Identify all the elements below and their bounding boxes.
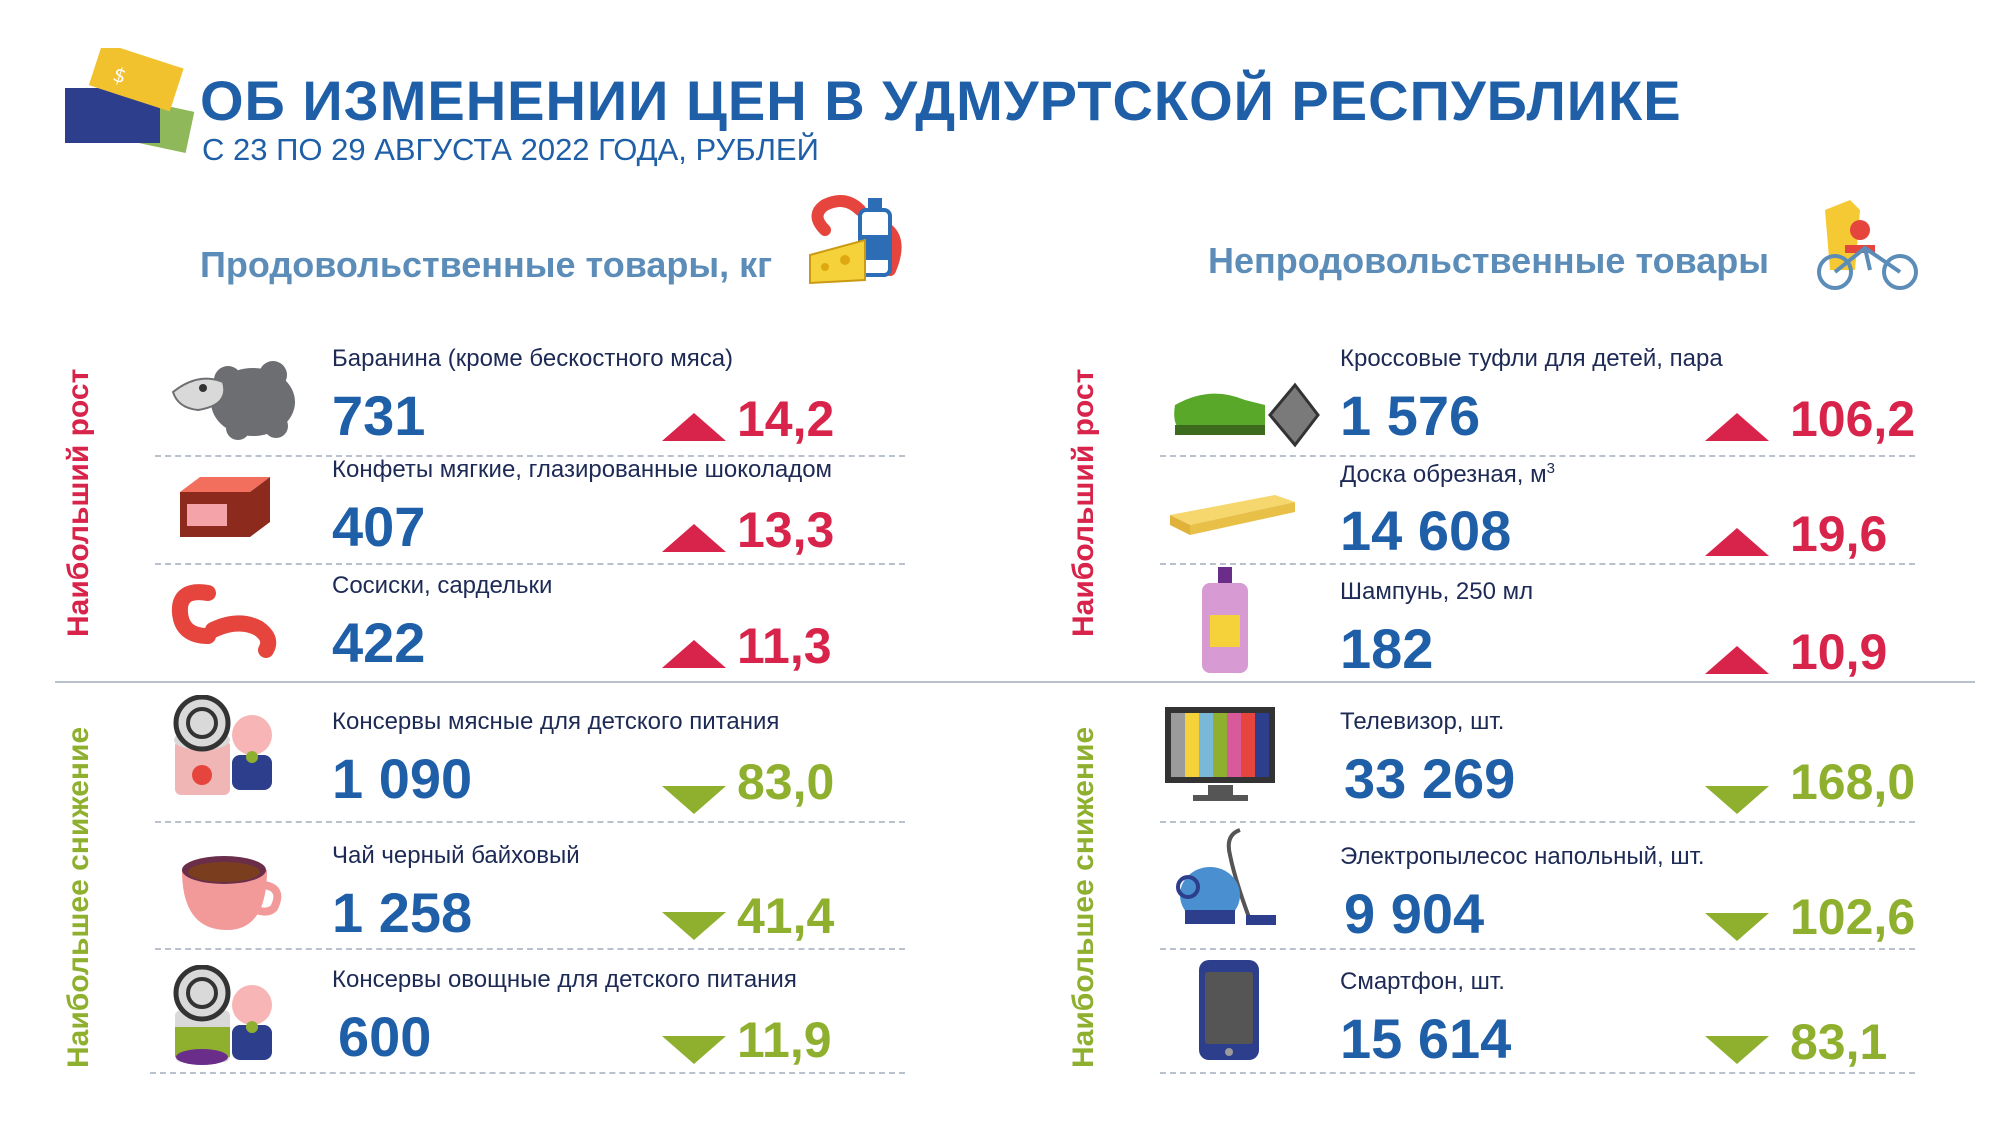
tea-cup-icon	[182, 856, 282, 930]
increase-arrow-icon	[662, 640, 726, 668]
shampoo-icon	[1202, 567, 1248, 673]
item-name: Консервы мясные для детского питания	[332, 708, 780, 735]
list-item: Баранина (кроме бескостного мяса) 731 14…	[332, 345, 892, 465]
list-item: Консервы мясные для детского питания 1 0…	[332, 708, 892, 828]
candy-icon	[180, 477, 270, 537]
list-item: Сосиски, сардельки 422 11,3	[332, 572, 892, 692]
decrease-arrow-icon	[662, 912, 726, 940]
decrease-arrow-icon	[1705, 913, 1769, 941]
decrease-arrow-icon	[662, 1036, 726, 1064]
groceries-icon	[809, 195, 902, 285]
item-name: Сосиски, сардельки	[332, 572, 553, 599]
list-item: Чай черный байховый 1 258 41,4	[332, 842, 892, 962]
row-divider	[1160, 948, 1915, 950]
item-change: 102,6	[1790, 889, 1916, 945]
item-price: 1 090	[332, 747, 473, 810]
item-change: 10,9	[1790, 624, 1888, 680]
item-name: Телевизор, шт.	[1340, 708, 1505, 735]
item-change: 168,0	[1790, 754, 1916, 810]
superscript: 3	[1546, 460, 1555, 477]
food-growth-label: Наибольший рост	[62, 368, 95, 637]
increase-arrow-icon	[1705, 528, 1769, 556]
item-name: Кроссовые туфли для детей, пара	[1340, 345, 1723, 372]
list-item: Телевизор, шт. 33 269 168,0	[1340, 708, 1920, 828]
row-divider	[1160, 821, 1915, 823]
list-item: Консервы овощные для детского питания 60…	[332, 966, 892, 1086]
item-price: 600	[338, 1005, 432, 1068]
item-change: 19,6	[1790, 506, 1888, 562]
increase-arrow-icon	[1705, 413, 1769, 441]
increase-arrow-icon	[662, 524, 726, 552]
tv-icon	[1165, 707, 1275, 801]
increase-arrow-icon	[1705, 646, 1769, 674]
item-name: Электропылесос напольный, шт.	[1340, 843, 1705, 870]
item-name: Шампунь, 250 мл	[1340, 578, 1534, 605]
sneaker-icon	[1174, 382, 1320, 448]
item-price: 422	[332, 611, 426, 674]
item-name: Конфеты мягкие, глазированные шоколадом	[332, 456, 833, 483]
list-item: Конфеты мягкие, глазированные шоколадом …	[332, 456, 892, 576]
page-title: ОБ ИЗМЕНЕНИИ ЦЕН В УДМУРТСКОЙ РЕСПУБЛИКЕ	[200, 69, 1682, 132]
list-item: Доска обрезная, м3 14 608 19,6	[1340, 460, 1920, 580]
baby-veg-can-icon	[173, 965, 272, 1065]
decrease-arrow-icon	[1705, 1036, 1769, 1064]
row-divider	[1160, 1072, 1915, 1074]
nonfood-section-title: Непродовольственные товары	[1208, 240, 1770, 281]
item-change: 14,2	[737, 391, 835, 447]
item-name: Смартфон, шт.	[1340, 968, 1505, 995]
page-subtitle: С 23 ПО 29 АВГУСТА 2022 ГОДА, РУБЛЕЙ	[202, 132, 819, 167]
list-item: Шампунь, 250 мл 182 10,9	[1340, 578, 1920, 698]
row-divider	[155, 821, 905, 823]
row-divider	[150, 1072, 905, 1074]
increase-arrow-icon	[662, 413, 726, 441]
item-price: 14 608	[1340, 499, 1512, 562]
item-change: 13,3	[737, 502, 835, 558]
smartphone-icon	[1199, 960, 1259, 1060]
item-price: 33 269	[1344, 747, 1516, 810]
item-change: 11,3	[737, 618, 832, 674]
item-price: 15 614	[1340, 1007, 1512, 1070]
row-divider	[155, 563, 905, 565]
item-name: Доска обрезная, м3	[1340, 460, 1555, 488]
vacuum-icon	[1176, 828, 1276, 925]
food-decline-label: Наибольшее снижение	[62, 726, 95, 1068]
price-tags-icon: ₽ $	[65, 48, 195, 153]
item-name: Баранина (кроме бескостного мяса)	[332, 345, 734, 372]
nonfood-growth-label: Наибольший рост	[1067, 368, 1100, 637]
item-price: 9 904	[1344, 882, 1485, 945]
item-price: 1 258	[332, 881, 473, 944]
item-change: 83,1	[1790, 1014, 1888, 1070]
row-divider	[155, 455, 905, 457]
clothes-bicycle-icon	[1817, 200, 1918, 290]
item-price: 731	[332, 384, 426, 447]
list-item: Смартфон, шт. 15 614 83,1	[1340, 968, 1920, 1088]
wood-board-icon	[1170, 495, 1295, 535]
nonfood-decline-label: Наибольшее снижение	[1067, 726, 1100, 1068]
item-change: 41,4	[737, 888, 835, 944]
item-change: 11,9	[737, 1012, 832, 1068]
list-item: Электропылесос напольный, шт. 9 904 102,…	[1340, 843, 1920, 963]
item-price: 407	[332, 495, 426, 558]
food-section-title: Продовольственные товары, кг	[200, 244, 773, 285]
row-divider	[1160, 455, 1915, 457]
item-name: Консервы овощные для детского питания	[332, 966, 797, 993]
item-price: 1 576	[1340, 384, 1481, 447]
baby-meat-can-icon	[173, 695, 272, 795]
list-item: Кроссовые туфли для детей, пара 1 576 10…	[1340, 345, 1920, 465]
sausage-icon	[171, 584, 277, 658]
row-divider	[1160, 563, 1915, 565]
item-price: 182	[1340, 617, 1434, 680]
item-change: 106,2	[1790, 391, 1916, 447]
item-change: 83,0	[737, 754, 835, 810]
row-divider	[155, 948, 905, 950]
decrease-arrow-icon	[1705, 786, 1769, 814]
decrease-arrow-icon	[662, 786, 726, 814]
sheep-icon	[171, 361, 295, 440]
item-name: Чай черный байховый	[332, 842, 580, 869]
section-divider	[55, 681, 1975, 683]
